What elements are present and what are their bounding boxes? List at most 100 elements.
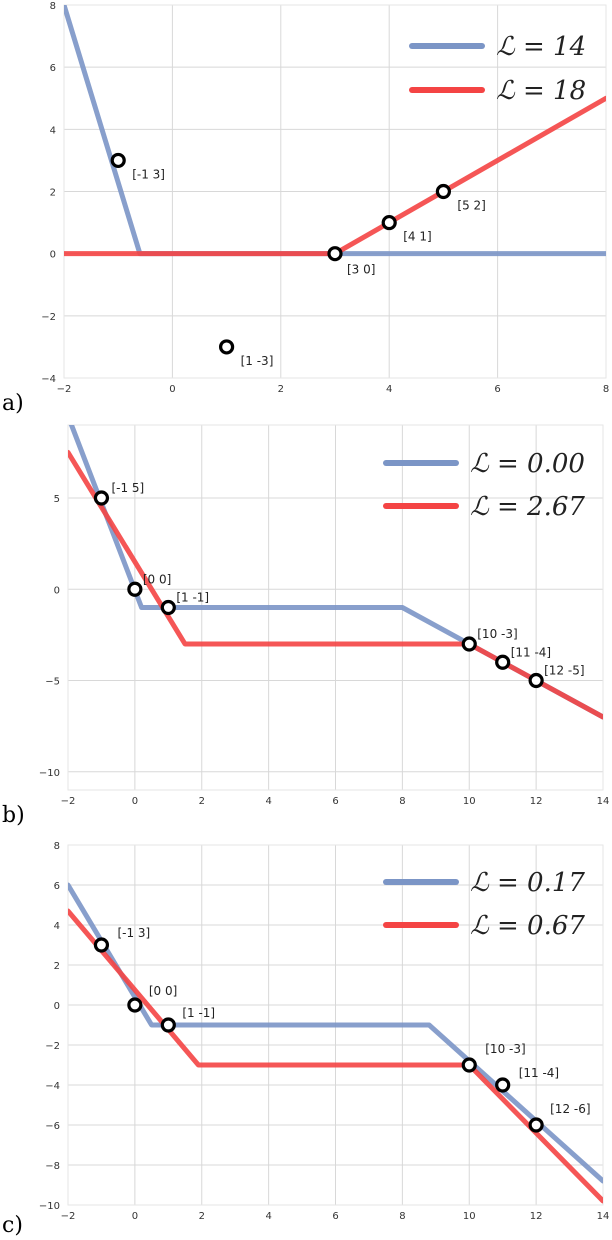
x-tick-label: 14	[597, 1211, 610, 1222]
x-tick-label: 0	[169, 384, 175, 395]
data-point-label: [11 -4]	[511, 645, 551, 659]
x-tick-label: −2	[61, 1211, 76, 1222]
y-tick-label: −10	[39, 768, 60, 779]
x-tick-label: 4	[265, 796, 271, 807]
y-tick-label: 5	[54, 494, 60, 505]
legend: ℒ = 0.00 ℒ = 2.67	[383, 449, 585, 522]
x-tick-label: −2	[61, 796, 76, 807]
x-tick-label: 6	[494, 384, 500, 395]
legend-entry: ℒ = 2.67	[470, 492, 585, 522]
x-tick-label: 8	[399, 1211, 405, 1222]
y-tick-label: 8	[50, 1, 56, 12]
panel-label: c)	[2, 1213, 23, 1238]
data-point-label: [12 -6]	[550, 1102, 590, 1116]
x-tick-label: 4	[265, 1211, 271, 1222]
legend: ℒ = 0.17 ℒ = 0.67	[383, 868, 585, 941]
panel-label: b)	[2, 803, 25, 828]
legend-entry: ℒ = 14	[496, 32, 586, 62]
series-line-1	[68, 882, 603, 1184]
y-tick-label: −8	[45, 1161, 60, 1172]
legend: ℒ = 14 ℒ = 18	[409, 32, 586, 106]
plot-frame	[67, 424, 604, 791]
x-tick-label: 2	[199, 1211, 205, 1222]
data-point	[495, 1077, 511, 1093]
x-tick-label: 14	[597, 796, 610, 807]
data-point	[160, 599, 176, 616]
y-tick-label: 0	[54, 585, 60, 596]
x-tick-label: 4	[386, 384, 392, 395]
data-point-label: [5 2]	[457, 199, 485, 213]
x-tick-label: 0	[132, 1211, 138, 1222]
y-tick-label: 2	[54, 961, 60, 972]
y-tick-label: 0	[54, 1001, 60, 1012]
data-point-label: [11 -4]	[519, 1066, 559, 1080]
data-point	[435, 183, 451, 200]
y-tick-label: 6	[54, 881, 60, 892]
data-point-label: [-1 5]	[111, 481, 144, 495]
data-point-label: [0 0]	[143, 572, 171, 586]
data-point-label: [-1 3]	[117, 926, 150, 940]
x-tick-label: 2	[199, 796, 205, 807]
x-tick-label: 8	[399, 796, 405, 807]
plot-frame	[67, 844, 604, 1206]
x-tick-label: 0	[132, 796, 138, 807]
data-point	[160, 1017, 176, 1033]
data-point-label: [4 1]	[403, 230, 431, 244]
plot-frame	[63, 4, 607, 379]
data-point-label: [0 0]	[149, 984, 177, 998]
data-point	[528, 672, 544, 689]
x-tick-label: 6	[332, 796, 338, 807]
x-tick-label: 12	[530, 1211, 543, 1222]
x-tick-label: 8	[603, 384, 609, 395]
y-tick-label: 2	[50, 188, 56, 199]
data-point	[461, 636, 477, 652]
x-tick-label: 6	[332, 1211, 338, 1222]
data-point-label: [3 0]	[347, 263, 375, 277]
x-tick-label: −2	[57, 384, 72, 395]
y-tick-label: 4	[50, 125, 56, 136]
data-point-label: [10 -3]	[485, 1042, 525, 1056]
y-tick-label: −2	[45, 1041, 60, 1052]
data-point-label: [-1 3]	[132, 167, 165, 181]
y-tick-label: 8	[54, 841, 60, 852]
y-tick-label: 6	[50, 63, 56, 74]
y-tick-label: −5	[45, 677, 60, 688]
data-point	[381, 214, 397, 231]
y-tick-label: −10	[39, 1201, 60, 1212]
y-tick-label: −6	[45, 1121, 60, 1132]
data-point	[327, 246, 343, 262]
y-tick-label: 0	[50, 250, 56, 261]
data-point	[127, 997, 143, 1013]
x-tick-label: 10	[463, 796, 476, 807]
chart-panel-3: −2 0 2 4 6 8 10 12 14 −10 −8 −6 −4 −2 0 2 4 6 8 [-1 3] [0 0]…	[2, 841, 609, 1238]
data-point	[93, 937, 110, 953]
panel-label: a)	[2, 391, 24, 416]
data-point-label: [1 -3]	[241, 354, 274, 368]
data-point-label: [12 -5]	[544, 664, 584, 678]
data-point	[93, 490, 110, 506]
legend-entry: ℒ = 0.67	[470, 911, 585, 941]
data-point	[461, 1057, 477, 1073]
data-point	[110, 152, 126, 169]
y-tick-label: −4	[41, 374, 56, 385]
x-tick-label: 10	[463, 1211, 476, 1222]
data-point-label: [1 -1]	[176, 591, 209, 605]
x-tick-label: 2	[278, 384, 284, 395]
series-line-2	[68, 908, 603, 1204]
y-tick-label: 4	[54, 921, 60, 932]
data-point-label: [10 -3]	[477, 627, 517, 641]
legend-entry: ℒ = 0.17	[470, 868, 585, 898]
data-point	[495, 654, 511, 670]
data-point	[127, 581, 143, 597]
legend-entry: ℒ = 18	[496, 76, 586, 106]
data-point	[219, 339, 235, 355]
x-tick-label: 12	[530, 796, 543, 807]
y-tick-label: −2	[41, 312, 56, 323]
legend-entry: ℒ = 0.00	[470, 449, 585, 479]
data-point	[528, 1117, 544, 1133]
chart-panel-2: −2 0 2 4 6 8 10 12 14 −10 −5 0 5 [-1 5] [0 0] [1 -1] [10…	[2, 424, 610, 828]
data-point-label: [1 -1]	[182, 1006, 215, 1020]
y-tick-label: −4	[45, 1081, 60, 1092]
